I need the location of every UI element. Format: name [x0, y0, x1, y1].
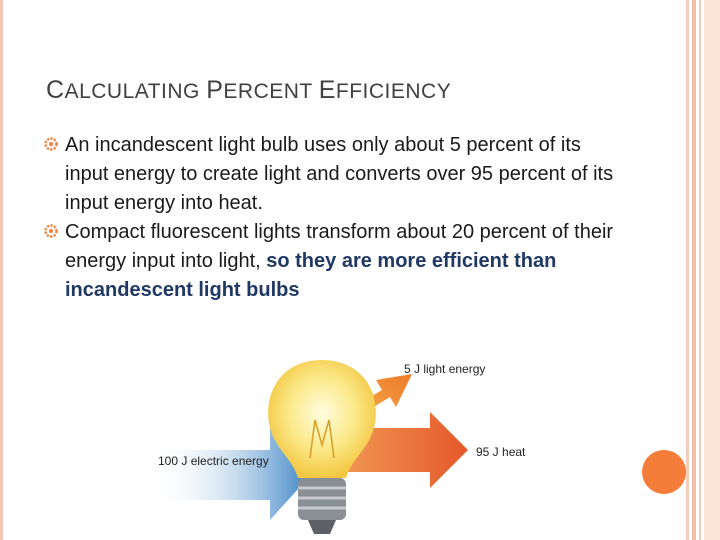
left-frame-border	[0, 0, 14, 540]
gear-bullet-icon	[44, 224, 58, 238]
bullet-item: Compact fluorescent lights transform abo…	[44, 218, 614, 305]
decorative-circle	[642, 450, 686, 494]
slide-title: CALCULATING PERCENT EFFICIENCY	[46, 76, 452, 104]
heat-label: 95 J heat	[476, 445, 526, 459]
light-energy-label: 5 J light energy	[404, 362, 485, 376]
gear-bullet-icon	[44, 137, 58, 151]
bulb-glass	[268, 360, 376, 478]
bullet-item: An incandescent light bulb uses only abo…	[44, 131, 614, 218]
bullet-list: An incandescent light bulb uses only abo…	[44, 131, 614, 305]
emphasis-text: so they are more efficient than incandes…	[65, 250, 557, 301]
input-arrow	[150, 428, 308, 520]
right-frame-border	[686, 0, 720, 540]
electric-energy-label: 100 J electric energy	[158, 454, 269, 468]
light-bulb-energy-diagram: 5 J light energy 100 J electric energy 9…	[150, 360, 526, 534]
